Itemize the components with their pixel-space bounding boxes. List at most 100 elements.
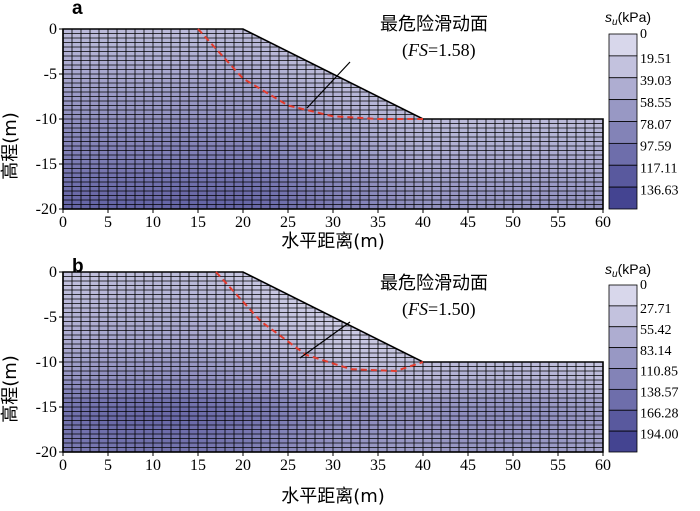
mesh-cell xyxy=(477,110,486,119)
colorbar-label: 166.28 xyxy=(640,406,679,421)
mesh-cell xyxy=(432,353,441,362)
x-tick-label: 5 xyxy=(104,214,112,231)
annotation-fs: (FS=1.50) xyxy=(402,299,476,320)
mesh-cell xyxy=(513,353,522,362)
x-tick-label: 50 xyxy=(505,457,521,474)
mesh-cell xyxy=(504,353,513,362)
annotation-label: 最危险滑动面 xyxy=(380,273,488,294)
mesh-cell xyxy=(522,110,531,119)
colorbar-label: 78.07 xyxy=(640,118,672,133)
mesh-cell xyxy=(558,353,567,362)
mesh-cell xyxy=(459,110,468,119)
annotation-leader xyxy=(306,61,351,109)
x-tick-label: 25 xyxy=(280,457,296,474)
mesh-cell xyxy=(576,353,585,362)
y-tick-label: -10 xyxy=(36,111,57,128)
colorbar-cell xyxy=(608,284,638,307)
mesh-cell xyxy=(468,110,477,119)
x-tick-label: 30 xyxy=(325,457,341,474)
colorbar-label: 58.55 xyxy=(640,96,672,111)
colorbar-label: 27.71 xyxy=(640,302,672,317)
colorbar: 0 27.71 55.42 83.14 110.85 138.57 166.28 194.00… xyxy=(605,261,679,453)
y-tick-label: 0 xyxy=(49,264,57,281)
mesh-cell xyxy=(594,353,603,362)
y-axis-label: 高程(m) xyxy=(0,112,21,180)
chart-panel-b: 0 5 10 15 20 25 30 35 40 45 50 55 60 0 -5 -10 -15 -20 水平距离… xyxy=(0,256,679,507)
x-tick-label: 45 xyxy=(460,457,476,474)
mesh-cell xyxy=(594,110,603,119)
mesh-cell xyxy=(540,353,549,362)
mesh-cell xyxy=(441,110,450,119)
mesh-cell xyxy=(513,110,522,119)
mesh-cell xyxy=(432,110,441,119)
colorbar-cell xyxy=(608,326,638,349)
colorbar-label: 194.00 xyxy=(640,427,679,442)
y-tick-label: -20 xyxy=(36,201,57,218)
x-tick-label: 60 xyxy=(595,457,611,474)
mesh-cell xyxy=(585,353,594,362)
x-tick-label: 0 xyxy=(59,214,67,231)
y-tick-label: 0 xyxy=(49,21,57,38)
x-tick-label: 40 xyxy=(415,214,431,231)
x-tick-label: 30 xyxy=(325,214,341,231)
y-tick-label: -15 xyxy=(36,399,57,416)
y-tick-label: -5 xyxy=(44,309,57,326)
y-tick-label: -15 xyxy=(36,156,57,173)
mesh-cell xyxy=(531,353,540,362)
x-tick-label: 60 xyxy=(595,214,611,231)
mesh-cell xyxy=(531,110,540,119)
mesh-cell xyxy=(522,353,531,362)
x-tick-label: 45 xyxy=(460,214,476,231)
mesh-cell xyxy=(450,110,459,119)
colorbar-title: su(kPa) xyxy=(605,9,651,28)
colorbar-label: 19.51 xyxy=(640,52,672,67)
mesh-cell xyxy=(549,353,558,362)
x-tick-label: 40 xyxy=(415,457,431,474)
x-tick-label: 20 xyxy=(235,214,251,231)
mesh-cell xyxy=(477,353,486,362)
x-tick-label: 15 xyxy=(190,214,206,231)
colorbar-cell xyxy=(608,33,638,57)
mesh-cell xyxy=(441,353,450,362)
mesh-cell xyxy=(549,110,558,119)
slip-surface xyxy=(215,271,424,373)
mesh-cell xyxy=(423,353,432,362)
colorbar-cell xyxy=(608,142,638,166)
colorbar-label: 55.42 xyxy=(640,323,672,338)
x-axis-label: 水平距离(m) xyxy=(281,231,385,252)
colorbar-cell xyxy=(608,77,638,101)
colorbar-cell xyxy=(608,305,638,328)
colorbar-cell xyxy=(608,164,638,188)
colorbar-cell xyxy=(608,368,638,390)
x-axis-label: 水平距离(m) xyxy=(281,486,385,507)
colorbar-cell xyxy=(608,388,638,411)
mesh-cell xyxy=(468,353,477,362)
colorbar-label: 136.63 xyxy=(640,183,679,198)
panel-label: a xyxy=(72,0,83,19)
mesh-cell xyxy=(495,110,504,119)
mesh-cell xyxy=(558,110,567,119)
x-tick-label: 10 xyxy=(145,457,161,474)
mesh-cell xyxy=(567,353,576,362)
colorbar-title: su(kPa) xyxy=(605,261,651,280)
colorbar: 0 19.51 39.03 58.55 78.07 97.59 117.11 136.63 su… xyxy=(605,9,679,210)
colorbar-label: 138.57 xyxy=(640,386,679,401)
colorbar-label: 83.14 xyxy=(640,344,672,359)
colorbar-cell xyxy=(608,55,638,79)
x-tick-label: 20 xyxy=(235,457,251,474)
x-tick-label: 0 xyxy=(59,457,67,474)
mesh-cell xyxy=(567,110,576,119)
colorbar-cell xyxy=(608,347,638,369)
mesh-cell xyxy=(486,110,495,119)
mesh-cell xyxy=(495,353,504,362)
colorbar-label: 97.59 xyxy=(640,140,672,155)
colorbar-cell xyxy=(608,186,638,210)
x-tick-label: 35 xyxy=(370,457,386,474)
annotation-fs: (FS=1.58) xyxy=(402,40,476,61)
x-tick-label: 55 xyxy=(550,457,566,474)
y-tick-label: -10 xyxy=(36,354,57,371)
y-axis-label: 高程(m) xyxy=(0,355,21,423)
x-tick-label: 5 xyxy=(104,457,112,474)
y-tick-label: -20 xyxy=(36,444,57,461)
